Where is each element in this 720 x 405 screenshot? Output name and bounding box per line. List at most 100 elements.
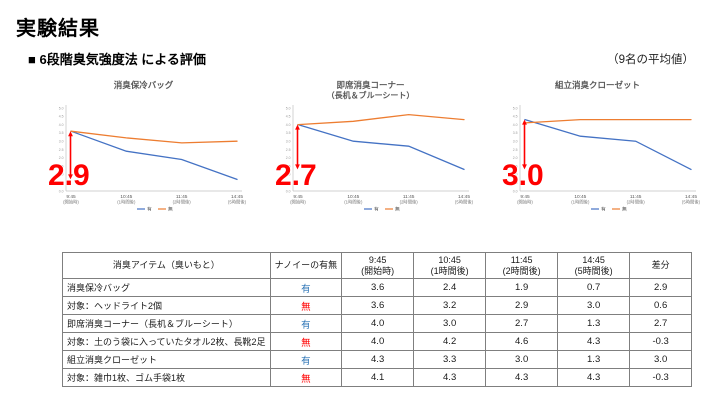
legend-label: 有 <box>147 206 152 213</box>
x-tick-label: 10:45 <box>120 194 132 200</box>
value-cell: 3.3 <box>413 350 487 369</box>
y-tick-label: 2.0 <box>59 156 64 160</box>
y-tick-label: 4.5 <box>286 115 291 119</box>
chart-title: 消臭保冷バッグ <box>113 80 174 90</box>
table-header: 消臭アイテム（臭いもと） ナノイーの有無 9:45 (開始時) 10:45 (1時間後) 1… <box>62 252 693 279</box>
x-tick-sublabel: (5時間後) <box>682 199 701 206</box>
nanoe-cell: 無 <box>269 368 343 387</box>
x-tick-label: 11:45 <box>176 194 188 200</box>
series-line-with_nanoe <box>524 118 692 171</box>
y-tick-label: 3.0 <box>513 140 518 144</box>
diff-arrow-head-top <box>68 131 73 137</box>
chart-card-cooler-bag: 消臭保冷バッグ 0.0 0.5 1.0 1.5 2.0 2.5 3.0 3.5 4.0 4.5 5.… <box>36 80 251 215</box>
y-tick-label: 0.0 <box>286 189 291 193</box>
value-cell: 2.7 <box>485 314 559 333</box>
y-tick-label: 1.5 <box>513 164 518 168</box>
value-cell: 0.7 <box>557 278 631 297</box>
x-tick-sublabel: (1時間後) <box>344 199 363 206</box>
y-tick-label: 5.0 <box>59 106 64 110</box>
x-tick-label: 14:45 <box>231 194 243 200</box>
y-tick-label: 3.5 <box>513 131 518 135</box>
chart-subtitle <box>490 91 705 101</box>
diff-cell: 2.9 <box>629 278 693 297</box>
y-tick-label: 2.0 <box>513 156 518 160</box>
y-tick-label: 3.0 <box>286 140 291 144</box>
col-header: 9:45 (開始時) <box>341 252 415 279</box>
y-tick-label: 2.5 <box>513 148 518 152</box>
chart-plot-area: 0.0 0.5 1.0 1.5 2.0 2.5 3.0 3.5 4.0 4.5 5.0 9:45 (開始… <box>36 101 251 215</box>
nanoe-cell: 無 <box>269 332 343 351</box>
value-cell: 4.3 <box>557 368 631 387</box>
y-tick-label: 0.5 <box>59 181 64 185</box>
chart-diff-value: 2.7 <box>275 159 317 192</box>
value-cell: 1.3 <box>557 314 631 333</box>
value-cell: 3.0 <box>413 314 487 333</box>
y-tick-label: 4.5 <box>513 115 518 119</box>
item-cell: 即席消臭コーナー（長机＆ブルーシート） <box>62 314 271 333</box>
x-tick-sublabel: (5時間後) <box>455 199 474 206</box>
col-header: 14:45 (5時間後) <box>557 252 631 279</box>
y-tick-label: 2.0 <box>286 156 291 160</box>
y-tick-label: 5.0 <box>513 106 518 110</box>
table-row: 消臭保冷バッグ有 3.6 2.4 1.9 0.7 2.9 <box>62 278 693 297</box>
x-tick-label: 11:45 <box>403 194 415 200</box>
legend-label: 無 <box>168 206 173 213</box>
x-tick-label: 14:45 <box>458 194 470 200</box>
y-tick-label: 1.5 <box>286 164 291 168</box>
table-row: 即席消臭コーナー（長机＆ブルーシート）有 4.0 3.0 2.7 1.3 2.7 <box>62 314 693 333</box>
chart-diff-value: 3.0 <box>502 159 544 192</box>
table-row: 対象：雑巾1枚、ゴム手袋1枚無 4.1 4.3 4.3 4.3 -0.3 <box>62 368 693 387</box>
y-tick-label: 4.0 <box>59 123 64 127</box>
chart-title: 即席消臭コーナー <box>336 80 405 90</box>
col-header: ナノイーの有無 <box>269 252 343 279</box>
value-cell: 4.2 <box>413 332 487 351</box>
x-tick-sublabel: (1時間後) <box>571 199 590 206</box>
item-cell: 消臭保冷バッグ <box>62 278 271 297</box>
y-tick-label: 5.0 <box>286 106 291 110</box>
y-tick-label: 1.0 <box>59 173 64 177</box>
x-tick-label: 14:45 <box>685 194 697 200</box>
value-cell: 2.9 <box>485 296 559 315</box>
table-row: 組立消臭クローゼット有 4.3 3.3 3.0 1.3 3.0 <box>62 350 693 369</box>
x-tick-sublabel: (2時間後) <box>173 199 192 206</box>
results-table: 消臭アイテム（臭いもと） ナノイーの有無 9:45 (開始時) 10:45 (1時間後) 1… <box>62 252 693 387</box>
value-cell: 1.9 <box>485 278 559 297</box>
value-cell: 4.0 <box>341 332 415 351</box>
value-cell: 4.1 <box>341 368 415 387</box>
value-cell: 3.2 <box>413 296 487 315</box>
value-cell: 4.3 <box>485 368 559 387</box>
diff-cell: 3.0 <box>629 350 693 369</box>
y-tick-label: 1.5 <box>59 164 64 168</box>
line-chart: 0.0 0.5 1.0 1.5 2.0 2.5 3.0 3.5 4.0 4.5 5.0 9:45(開始… <box>286 105 474 213</box>
x-tick-label: 9:45 <box>520 194 530 200</box>
y-tick-label: 0.5 <box>286 181 291 185</box>
chart-subtitle <box>36 91 251 101</box>
x-tick-sublabel: (開始時) <box>63 199 79 206</box>
x-tick-sublabel: (2時間後) <box>627 199 646 206</box>
item-cell: 対象：ヘッドライト2個 <box>62 296 271 315</box>
average-note: （9名の平均値） <box>607 54 694 66</box>
legend-label: 無 <box>395 206 400 213</box>
value-cell: 3.0 <box>557 296 631 315</box>
x-tick-sublabel: (開始時) <box>290 199 306 206</box>
item-cell: 対象：土のう袋に入っていたタオル2枚、長靴2足 <box>62 332 271 351</box>
chart-subtitle: （長机＆ブルーシート） <box>326 91 415 100</box>
y-tick-label: 2.5 <box>59 148 64 152</box>
col-header: 10:45 (1時間後) <box>413 252 487 279</box>
header-row: 消臭アイテム（臭いもと） ナノイーの有無 9:45 (開始時) 10:45 (1時間後) 1… <box>62 252 693 279</box>
table-row: 対象：ヘッドライト2個無 3.6 3.2 2.9 3.0 0.6 <box>62 296 693 315</box>
value-cell: 4.3 <box>413 368 487 387</box>
series-line-without_nanoe <box>524 118 692 124</box>
x-tick-label: 9:45 <box>66 194 76 200</box>
nanoe-cell: 有 <box>269 278 343 297</box>
chart-plot-area: 0.0 0.5 1.0 1.5 2.0 2.5 3.0 3.5 4.0 4.5 5.0 9:45 (開始… <box>263 101 478 215</box>
line-chart: 0.0 0.5 1.0 1.5 2.0 2.5 3.0 3.5 4.0 4.5 5.0 9:45(開始… <box>513 105 701 213</box>
y-tick-label: 2.5 <box>286 148 291 152</box>
y-tick-label: 3.0 <box>59 140 64 144</box>
x-tick-label: 10:45 <box>574 194 586 200</box>
section-heading: ■ 6段階臭気強度法 による評価 <box>28 52 206 67</box>
x-tick-sublabel: (5時間後) <box>228 199 247 206</box>
series-line-with_nanoe <box>70 130 238 181</box>
line-chart: 0.0 0.5 1.0 1.5 2.0 2.5 3.0 3.5 4.0 4.5 5.0 9:45(開始… <box>59 105 247 213</box>
legend-label: 無 <box>622 206 627 213</box>
